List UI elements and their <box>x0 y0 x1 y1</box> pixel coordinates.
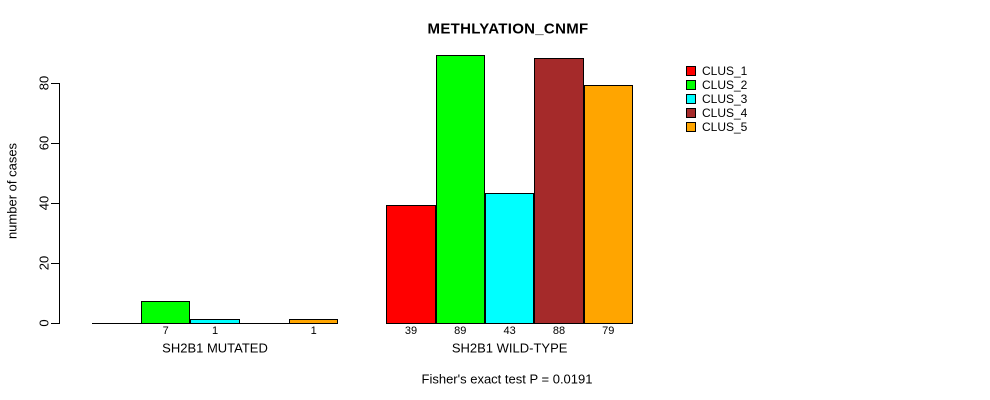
y-axis-tick <box>51 203 59 204</box>
bar-value-label: 88 <box>552 325 566 337</box>
legend-swatch-icon <box>686 94 696 104</box>
bar-value-label: 39 <box>404 325 418 337</box>
bar-clus_2-group1 <box>141 301 191 324</box>
legend-item: CLUS_4 <box>686 106 747 120</box>
bar-clus_5-group1 <box>289 319 339 324</box>
bar-clus_1-group2 <box>386 205 436 324</box>
legend-item: CLUS_2 <box>686 78 747 92</box>
bar-value-label: 7 <box>162 325 169 337</box>
bar-value-label: 1 <box>310 325 317 337</box>
legend-label: CLUS_2 <box>702 78 748 92</box>
y-axis-tick <box>51 263 59 264</box>
legend-item: CLUS_5 <box>686 120 747 134</box>
chart-title: METHLYATION_CNMF <box>427 20 589 38</box>
x-axis-group-label: SH2B1 MUTATED <box>162 340 268 356</box>
bar-clus_3-group2 <box>484 193 535 324</box>
x-axis-group-label: SH2B1 WILD-TYPE <box>451 340 568 356</box>
y-tick-label: 40 <box>36 195 52 211</box>
y-tick-label: 0 <box>36 319 52 327</box>
legend-label: CLUS_3 <box>702 92 748 106</box>
legend-label: CLUS_4 <box>702 106 748 120</box>
bar-value-label: 1 <box>211 325 219 337</box>
bar-clus_3-group1 <box>190 319 240 324</box>
y-axis-tick <box>51 143 59 144</box>
y-axis-line <box>59 83 60 324</box>
bar-value-label: 79 <box>602 325 615 337</box>
legend-label: CLUS_1 <box>702 64 748 78</box>
pvalue-annotation: Fisher's exact test P = 0.0191 <box>421 371 593 387</box>
legend-swatch-icon <box>686 108 696 118</box>
y-axis-tick <box>51 323 59 324</box>
legend-swatch-icon <box>686 122 696 132</box>
legend-swatch-icon <box>686 66 696 76</box>
bar-value-label: 43 <box>503 325 516 337</box>
y-tick-label: 60 <box>36 135 52 151</box>
legend-item: CLUS_1 <box>686 64 747 78</box>
y-tick-label: 20 <box>36 255 52 271</box>
y-axis-tick <box>51 83 59 84</box>
legend-label: CLUS_5 <box>702 120 748 134</box>
legend-swatch-icon <box>686 80 696 90</box>
y-tick-label: 80 <box>36 75 52 91</box>
bar-clus_4-group2 <box>534 58 584 324</box>
bar-clus_2-group2 <box>435 55 485 324</box>
bar-clus_5-group2 <box>583 85 633 324</box>
legend-item: CLUS_3 <box>686 92 747 106</box>
bar-value-label: 89 <box>454 325 467 337</box>
legend: CLUS_1 CLUS_2 CLUS_3 CLUS_4 CLUS_5 <box>686 64 747 134</box>
